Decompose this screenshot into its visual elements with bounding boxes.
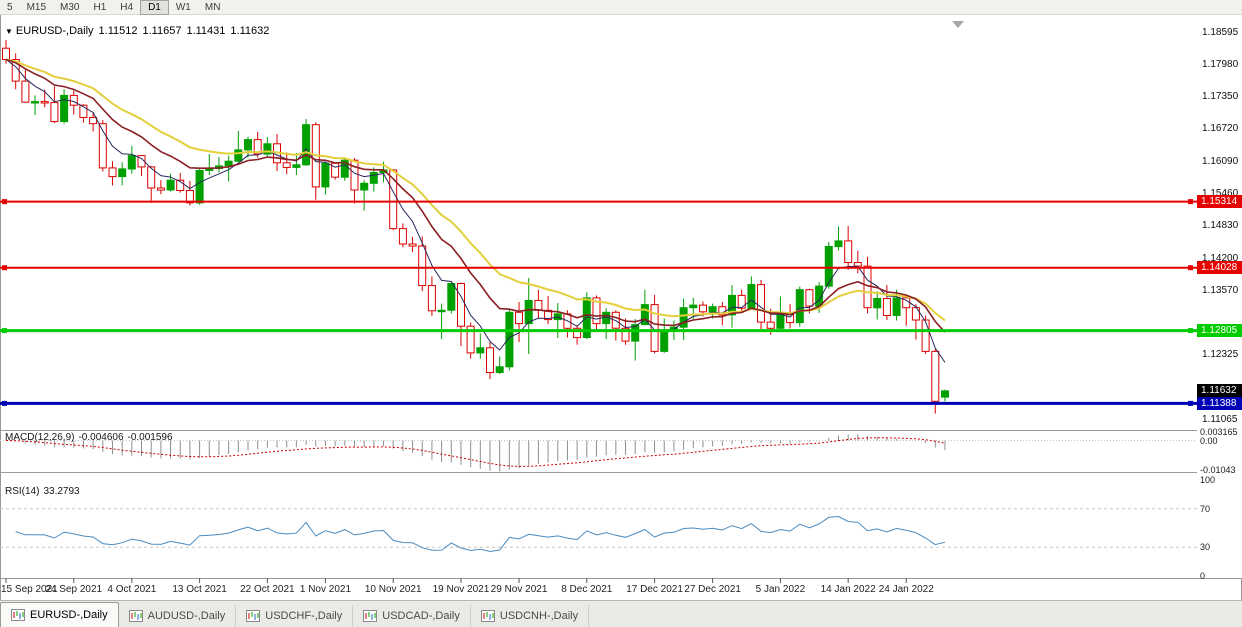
ohlc-low: 1.11431 [186,25,226,37]
hline-handle[interactable] [1188,328,1193,334]
price-tick-label: 1.15460 [1202,188,1239,200]
chart-icon [11,609,25,621]
hline-handle[interactable] [1188,199,1193,205]
chart-header: ▼ EURUSD-,Daily 1.11512 1.11657 1.11431 1.116… [5,25,274,37]
price-tick-label: 1.16720 [1202,123,1239,135]
ma-5-line [5,59,946,363]
timeframe-d1[interactable]: D1 [140,0,169,15]
macd-value-main: -0.004606 [78,432,124,443]
tab-audusd-daily[interactable]: AUDUSD-,Daily [119,605,237,627]
tab-label: USDCNH-,Daily [499,610,579,622]
tab-usdcnh-daily[interactable]: USDCNH-,Daily [471,605,590,627]
ohlc-high: 1.11657 [142,25,182,37]
hline-handle[interactable] [2,265,7,271]
chart-icon [128,610,143,622]
price-tick-label: 1.16090 [1202,155,1239,167]
date-label: 24 Jan 2022 [879,584,934,595]
ohlc-close: 1.11632 [230,25,270,37]
date-label: 4 Oct 2021 [107,584,156,595]
rsi-axis-label: 0 [1200,571,1206,581]
price-tick-label: 1.17980 [1202,58,1239,70]
chart-icon [480,610,495,622]
date-label: 22 Oct 2021 [240,584,295,595]
date-label: 29 Nov 2021 [491,584,548,595]
price-tick-label: 1.17350 [1202,90,1239,102]
current-price-label: 1.11632 [1197,384,1242,398]
tab-eurusd-daily[interactable]: EURUSD-,Daily [0,602,119,627]
hline-handle[interactable] [2,199,7,205]
candles-layer [2,39,949,414]
hline-handle[interactable] [1188,400,1193,406]
macd-value-signal: -0.001596 [127,432,173,443]
date-label: 24 Sep 2021 [45,584,102,595]
chart-icon [363,610,378,622]
bottom-tabbar: EURUSD-,Daily AUDUSD-,Daily USDCHF-,Daily U… [0,600,1242,627]
macd-axis-label: 0.00 [1200,435,1218,446]
price-axis[interactable]: 1.18595 1.17980 1.17350 1.16720 1.16090 1.154… [1197,14,1242,581]
timeframe-h1[interactable]: H1 [93,1,107,13]
timeframe-m30[interactable]: M30 [60,1,80,13]
price-tick-label: 1.13570 [1202,285,1239,297]
date-label: 13 Oct 2021 [172,584,227,595]
rsi-label: RSI(14) 33.2793 [5,486,84,497]
timeframe-mn[interactable]: MN [204,1,221,13]
timeframe-w1[interactable]: W1 [175,1,191,13]
price-tick-label: 1.14200 [1202,252,1239,264]
macd-panel [0,434,1197,472]
hline-handle[interactable] [2,400,7,406]
date-label: 5 Jan 2022 [756,584,806,595]
ohlc-open: 1.11512 [98,25,138,37]
date-label: 27 Dec 2021 [684,584,741,595]
price-level-label: 1.14028 [1197,261,1242,275]
rsi-axis-label: 70 [1200,503,1211,514]
macd-axis-label: -0.01043 [1200,464,1236,475]
macd-label: MACD(12,26,9) -0.004606 -0.001596 [5,432,177,443]
price-tick-label: 1.18595 [1202,27,1239,38]
date-label: 14 Jan 2022 [821,584,876,595]
timeframe-h4[interactable]: H4 [120,1,134,13]
rsi-axis-label: 30 [1200,542,1211,553]
price-level-label: 1.15314 [1197,195,1242,209]
rsi-line [15,515,946,553]
macd-name: MACD(12,26,9) [5,432,75,443]
date-label: 17 Dec 2021 [626,584,683,595]
chart-icon [246,610,261,622]
chart-symbol: EURUSD-,Daily [15,25,94,37]
price-level-label: 1.12805 [1197,324,1242,338]
timeframe-toolbar: 5 M15 M30 H1 H4 D1 W1 MN [0,0,1242,15]
price-tick-label: 1.12325 [1202,349,1239,361]
ma-20-line [5,58,946,322]
price-tick-label: 1.14830 [1202,220,1239,232]
date-label: 10 Nov 2021 [365,584,422,595]
tab-label: USDCHF-,Daily [265,610,343,622]
rsi-name: RSI(14) [5,486,40,497]
date-label: 19 Nov 2021 [433,584,490,595]
date-label: 8 Dec 2021 [561,584,613,595]
macd-signal-line [5,437,946,467]
hline-handle[interactable] [1188,265,1193,271]
ma-12-line [5,58,946,333]
rsi-axis-label: 100 [1200,475,1216,485]
hline-handle[interactable] [2,328,7,334]
date-label: 15 Sep 2021 [1,584,58,595]
rsi-panel [0,508,1197,553]
symbol-dropdown-icon[interactable]: ▼ [5,27,13,36]
date-label: 1 Nov 2021 [300,584,352,595]
tab-usdcad-daily[interactable]: USDCAD-,Daily [353,605,471,627]
timeframe-m15[interactable]: M15 [26,1,47,13]
tab-label: AUDUSD-,Daily [147,610,226,622]
price-tick-label: 1.11065 [1202,413,1238,425]
macd-axis-label: 0.003165 [1200,426,1238,437]
tab-label: EURUSD-,Daily [30,609,108,621]
price-level-label: 1.11388 [1197,396,1242,410]
timeframe-5[interactable]: 5 [7,1,13,13]
tab-usdchf-daily[interactable]: USDCHF-,Daily [236,605,354,627]
tab-label: USDCAD-,Daily [382,610,460,622]
rsi-value: 33.2793 [43,486,80,497]
chart-shift-marker[interactable] [952,21,964,28]
